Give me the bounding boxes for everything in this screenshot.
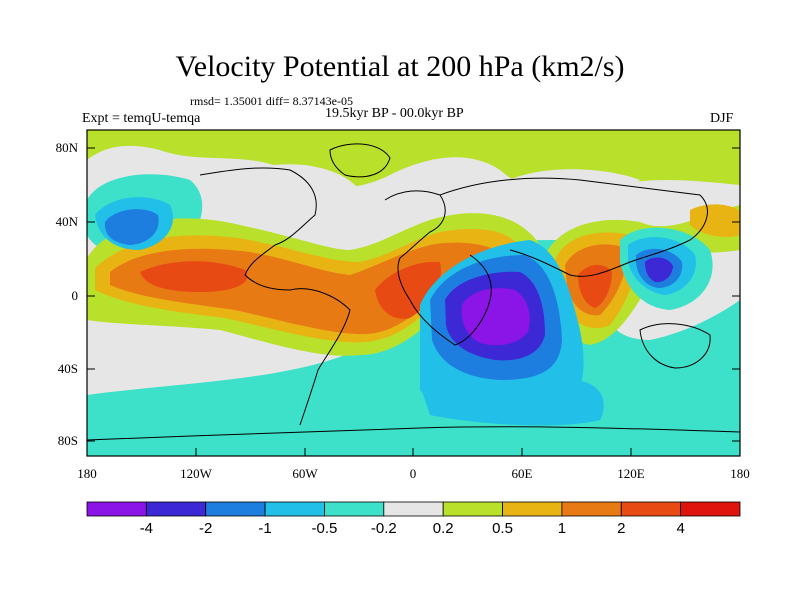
colorbar xyxy=(86,501,741,517)
colorbar-swatch xyxy=(620,501,682,517)
colorbar-label: 2 xyxy=(617,520,626,537)
period-label: 19.5kyr BP - 00.0kyr BP xyxy=(325,106,464,121)
colorbar-label: -2 xyxy=(199,520,213,537)
contour-south-cyan xyxy=(420,380,604,426)
x-tick-label: 60E xyxy=(511,466,533,481)
contour-io-purple xyxy=(461,288,530,346)
colorbar-label: 1 xyxy=(557,520,567,537)
colorbar-swatch xyxy=(145,501,207,517)
colorbar-swatch xyxy=(86,501,147,517)
colorbar-swatch xyxy=(442,501,503,517)
colorbar-label: -4 xyxy=(139,520,154,537)
contour-canada-neutral xyxy=(248,164,359,213)
x-tick-label: 120E xyxy=(617,466,645,481)
x-tick-label: 60W xyxy=(292,466,318,481)
colorbar-swatch xyxy=(680,501,741,517)
contour-pacific-red xyxy=(140,261,248,292)
contour-npac-orange xyxy=(690,204,740,237)
colorbar-swatch xyxy=(264,501,325,517)
y-tick-label: 40N xyxy=(55,214,78,229)
contour-field xyxy=(87,130,740,456)
x-tick-marks xyxy=(86,448,741,456)
colorbar-label: 0.5 xyxy=(492,520,513,537)
coastlines xyxy=(87,143,740,441)
y-tick-label: 40S xyxy=(57,361,78,376)
contour-wpac-deep xyxy=(645,257,673,283)
x-tick-label: 180 xyxy=(730,466,750,481)
colorbar-label: 0.2 xyxy=(432,520,454,537)
stats-label: rmsd= 1.35001 diff= 8.37143e-05 xyxy=(190,94,353,108)
experiment-label: Expt = temqU-temqa xyxy=(82,111,201,126)
x-tick-label: 180 xyxy=(77,466,97,481)
colorbar-label: 4 xyxy=(676,520,685,537)
x-tick-label: 120W xyxy=(180,466,212,481)
colorbar-swatch xyxy=(324,501,385,517)
colorbar-label: -1 xyxy=(258,520,272,537)
colorbar-label: -0.5 xyxy=(311,520,338,537)
y-tick-label: 80S xyxy=(57,433,78,448)
colorbar-swatch xyxy=(561,501,622,517)
colorbar-swatch xyxy=(502,501,563,517)
y-tick-marks xyxy=(87,147,740,442)
y-tick-label: 80N xyxy=(55,140,78,155)
x-tick-label: 0 xyxy=(409,466,417,481)
colorbar-swatch xyxy=(205,501,266,517)
y-tick-label: 0 xyxy=(71,288,79,303)
colorbar-label: -0.2 xyxy=(370,520,397,537)
contour-npac-blue xyxy=(104,209,159,245)
map-title: Velocity Potential at 200 hPa (km2/s) xyxy=(175,50,625,83)
colorbar-swatch xyxy=(383,501,444,517)
season-label: DJF xyxy=(710,111,734,126)
